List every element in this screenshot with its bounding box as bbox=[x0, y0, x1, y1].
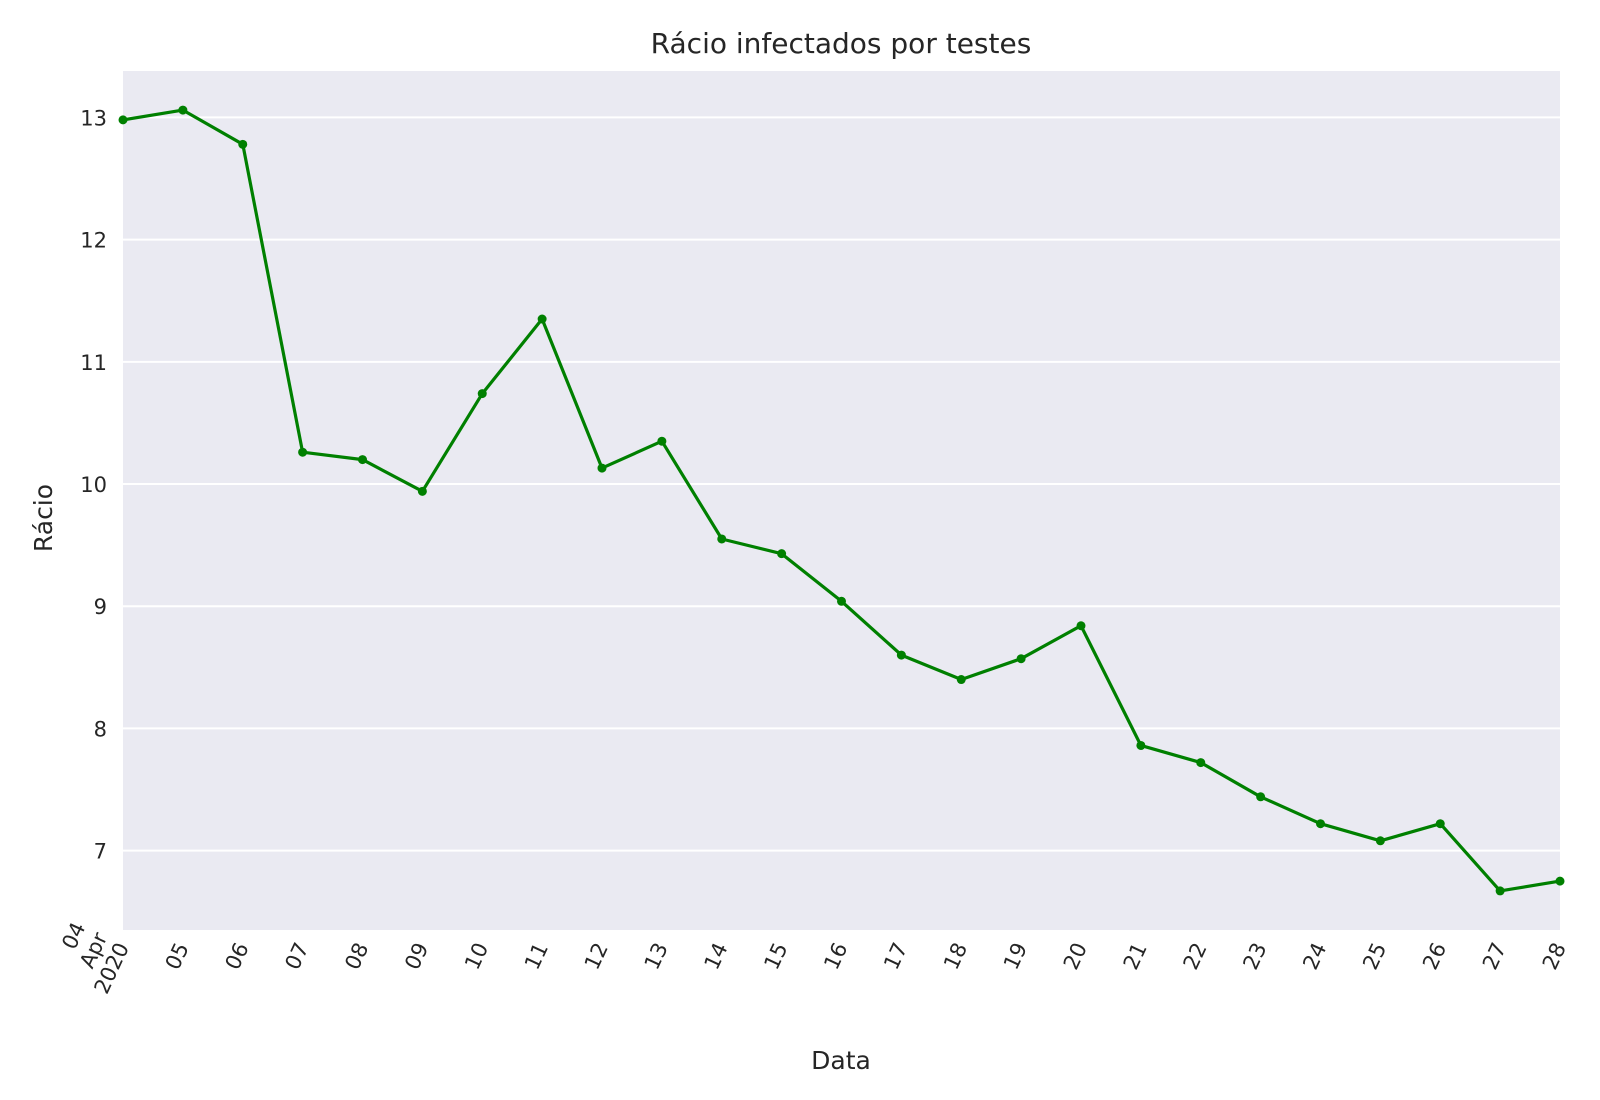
data-point bbox=[1016, 654, 1026, 664]
y-tick-label: 9 bbox=[94, 595, 107, 619]
x-tick-label-line: 14 bbox=[700, 939, 733, 973]
x-tick-label-line: 21 bbox=[1119, 939, 1152, 973]
y-tick-label: 7 bbox=[94, 840, 107, 864]
x-tick-label-line: 27 bbox=[1478, 939, 1511, 973]
x-tick-label-line: 15 bbox=[759, 939, 792, 973]
chart-title: Rácio infectados por testes bbox=[651, 27, 1032, 60]
data-point bbox=[1375, 836, 1385, 846]
data-point bbox=[1435, 819, 1445, 829]
x-tick-label: 20 bbox=[1059, 939, 1092, 973]
x-tick-label: 17 bbox=[879, 939, 912, 973]
data-point bbox=[1136, 740, 1146, 750]
data-point bbox=[717, 534, 727, 544]
data-point bbox=[657, 436, 667, 446]
data-point bbox=[1495, 886, 1505, 896]
data-point bbox=[238, 139, 248, 149]
x-tick-label: 08 bbox=[340, 939, 373, 973]
data-point bbox=[358, 455, 367, 465]
data-point bbox=[298, 447, 308, 457]
data-point bbox=[837, 596, 846, 606]
x-tick-label-line: 18 bbox=[939, 939, 972, 973]
data-point bbox=[118, 115, 128, 125]
data-point bbox=[537, 314, 547, 324]
gridlines bbox=[123, 116, 1560, 852]
data-point bbox=[597, 463, 607, 473]
x-tick-label: 19 bbox=[999, 939, 1032, 973]
x-tick-label-line: 05 bbox=[161, 939, 194, 973]
y-tick-label: 12 bbox=[80, 229, 107, 253]
x-tick-label-line: 07 bbox=[280, 939, 313, 973]
data-point bbox=[1196, 758, 1206, 768]
series-layer bbox=[118, 105, 1565, 896]
data-point bbox=[477, 389, 487, 399]
y-tick-labels: 7 8 9 10 11 12 13 bbox=[80, 106, 107, 863]
x-tick-label: 24 bbox=[1298, 939, 1331, 973]
x-tick-label: 18 bbox=[939, 939, 972, 973]
x-tick-label: 27 bbox=[1478, 939, 1511, 973]
x-tick-label-line: 17 bbox=[879, 939, 912, 973]
x-tick-label-line: 28 bbox=[1538, 939, 1571, 973]
x-tick-label-line: 24 bbox=[1298, 939, 1331, 973]
x-tick-label-line: 11 bbox=[520, 939, 553, 973]
x-tick-label-line: 22 bbox=[1179, 939, 1212, 973]
x-tick-label: 10 bbox=[460, 939, 493, 973]
x-tick-label-line: 23 bbox=[1238, 939, 1271, 973]
x-tick-label-line: 26 bbox=[1418, 939, 1451, 973]
y-axis-label: Rácio bbox=[29, 484, 58, 552]
x-tick-label-line: 06 bbox=[221, 939, 254, 973]
x-tick-label-line: 10 bbox=[460, 939, 493, 973]
x-tick-label: 07 bbox=[280, 939, 313, 973]
data-point bbox=[1555, 876, 1565, 886]
data-point bbox=[417, 486, 427, 496]
data-point bbox=[1256, 792, 1266, 802]
x-tick-label: 22 bbox=[1179, 939, 1212, 973]
data-point bbox=[956, 675, 966, 685]
x-axis-label: Data bbox=[811, 1046, 871, 1075]
x-tick-label-line: 19 bbox=[999, 939, 1032, 973]
y-tick-label: 11 bbox=[80, 351, 107, 375]
data-point bbox=[1316, 819, 1325, 829]
data-point bbox=[896, 650, 906, 660]
x-tick-label-line: 12 bbox=[580, 939, 613, 973]
data-point bbox=[1076, 621, 1086, 631]
y-tick-label: 10 bbox=[80, 473, 107, 497]
x-tick-label: 09 bbox=[400, 939, 433, 973]
x-tick-label-line: 16 bbox=[819, 939, 852, 973]
x-tick-label-line: 08 bbox=[340, 939, 373, 973]
x-tick-label: 06 bbox=[221, 939, 254, 973]
x-tick-label: 14 bbox=[700, 939, 733, 973]
x-tick-label: 28 bbox=[1538, 939, 1571, 973]
x-tick-label: 15 bbox=[759, 939, 792, 973]
x-tick-label: 21 bbox=[1119, 939, 1152, 973]
x-tick-label: 16 bbox=[819, 939, 852, 973]
data-point bbox=[178, 105, 188, 115]
x-tick-label: 11 bbox=[520, 939, 553, 973]
x-tick-label-line: 20 bbox=[1059, 939, 1092, 973]
x-tick-label: 12 bbox=[580, 939, 613, 973]
x-tick-label-line: 13 bbox=[640, 939, 673, 973]
x-tick-label: 23 bbox=[1238, 939, 1271, 973]
x-tick-label-line: 09 bbox=[400, 939, 433, 973]
y-tick-label: 8 bbox=[94, 717, 107, 741]
x-tick-label: 26 bbox=[1418, 939, 1451, 973]
y-tick-label: 13 bbox=[80, 106, 107, 130]
data-point bbox=[777, 549, 787, 559]
x-tick-label: 13 bbox=[640, 939, 673, 973]
plot-background bbox=[123, 71, 1560, 930]
x-tick-label-line: 25 bbox=[1358, 939, 1391, 973]
x-tick-label: 25 bbox=[1358, 939, 1391, 973]
x-tick-label: 05 bbox=[161, 939, 194, 973]
